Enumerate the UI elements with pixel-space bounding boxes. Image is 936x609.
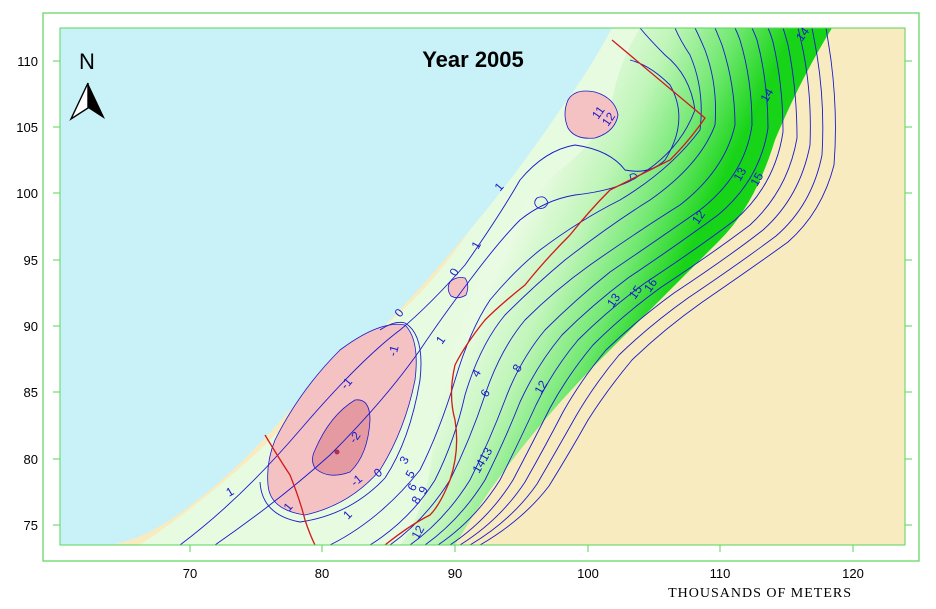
y-tick-label: 85 — [24, 385, 38, 400]
x-tick-label: 100 — [577, 566, 599, 581]
y-tick-labels: 75 80 85 90 95 100 105 110 — [16, 54, 38, 533]
map-title: Year 2005 — [422, 47, 524, 72]
x-tick-label: 80 — [315, 566, 329, 581]
x-tick-labels: 70 80 90 100 110 120 — [183, 566, 864, 581]
y-tick-label: 100 — [16, 186, 38, 201]
y-tick-label: 75 — [24, 518, 38, 533]
y-tick-label: 105 — [16, 120, 38, 135]
y-tick-label: 110 — [17, 54, 38, 69]
y-tick-label: 80 — [24, 452, 38, 467]
x-tick-label: 90 — [448, 566, 462, 581]
x-tick-label: 110 — [710, 566, 731, 581]
y-tick-label: 95 — [24, 253, 38, 268]
x-tick-label: 120 — [842, 566, 864, 581]
x-tick-label: 70 — [183, 566, 197, 581]
y-tick-label: 90 — [24, 319, 38, 334]
north-label: N — [79, 49, 95, 74]
x-axis-title: THOUSANDS OF METERS — [668, 586, 852, 601]
